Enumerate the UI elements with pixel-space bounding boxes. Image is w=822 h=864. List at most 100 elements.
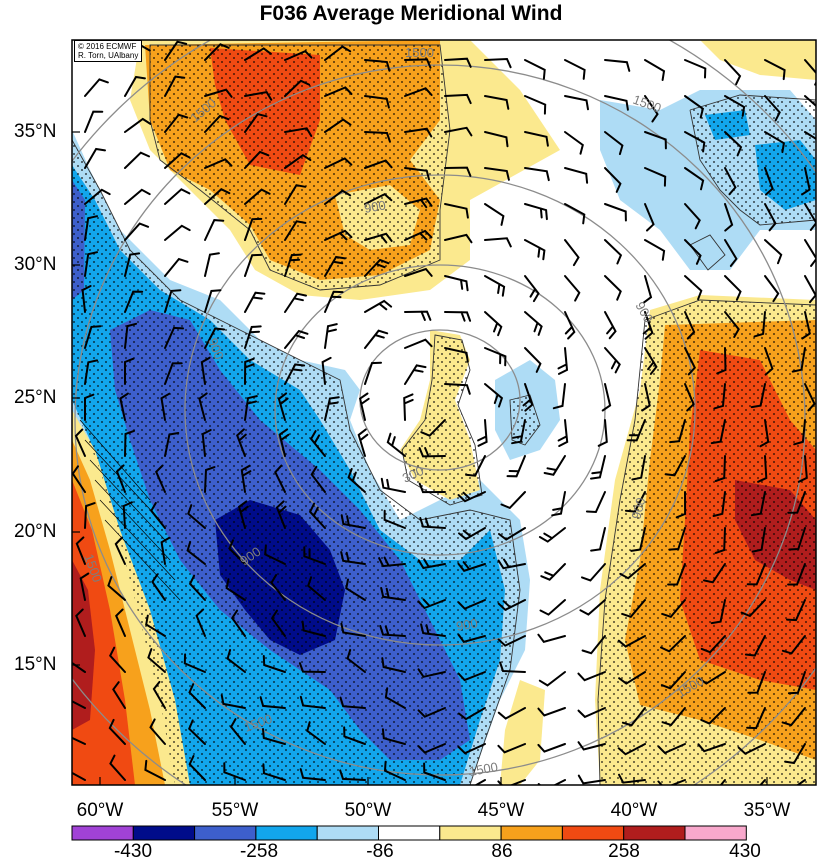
wind-barb [684,59,707,79]
wind-barb [457,561,486,572]
wind-barb [538,527,566,543]
credit-line: R. Torn, UAlbany [78,51,139,60]
wind-barb [151,573,166,601]
wind-barb [657,779,686,785]
wind-barb [796,779,806,785]
credit-box: © 2016 ECMWF R. Torn, UAlbany [74,40,143,62]
wind-barb [164,289,182,313]
wind-barb [303,546,326,565]
wind-barb [383,760,406,781]
wind-barb [750,383,766,409]
wind-barb [457,671,486,682]
wind-barb [299,695,326,709]
wind-barb [564,59,586,80]
wind-barb [324,229,353,241]
colorbar-swatch [316,825,380,841]
lon-label: 50°W [344,800,392,821]
wind-barb [604,131,624,156]
wind-barb [364,159,393,169]
wind-barb [264,544,286,565]
lat-label: 15°N [14,654,57,675]
wind-barb [714,527,726,554]
wind-barb [160,536,171,565]
wind-barb [804,131,816,141]
wind-barb [444,126,473,137]
wind-barb [484,311,503,337]
wind-barb [444,203,469,219]
wind-barb [404,338,433,349]
wind-barb [237,500,249,529]
wind-barb [484,237,512,248]
wind-barb [764,95,781,122]
lon-label: 55°W [211,800,259,821]
lat-label: 30°N [14,254,57,275]
wind-barb [278,428,290,457]
wind-barb [724,131,743,157]
wind-barb [324,290,344,313]
wind-barb [188,574,206,601]
colorbar-swatch [561,825,625,841]
wind-barb [581,635,606,655]
wind-barb [284,127,313,137]
wind-barb [522,383,534,412]
wind-barb [115,608,126,637]
wind-barb [244,112,268,133]
wind-barb [644,203,655,232]
wind-barb [764,239,783,265]
wind-barb [724,311,740,338]
wind-barb [641,383,651,412]
wind-barb [551,491,566,517]
wind-barb [684,383,695,412]
wind-barb [626,419,646,442]
wind-barb [164,75,186,97]
wind-barb [244,253,263,277]
wind-barb [188,719,206,745]
wind-barb [661,707,686,727]
colorbar-swatch [378,825,441,841]
wind-barb [564,275,581,302]
wind-barb [225,578,246,601]
wind-barb [228,539,246,565]
wind-barb [244,150,270,169]
wind-barb [564,239,580,267]
wind-barb [444,347,469,363]
wind-barb [404,267,433,277]
wind-barb [364,361,382,385]
wind-barb [109,754,126,781]
wind-barb [597,419,608,447]
wind-barb [347,468,366,493]
map-frame [71,39,817,786]
wind-barb [404,197,433,209]
wind-barb [404,310,432,321]
wind-barb [244,291,266,313]
wind-barb [84,393,95,421]
wind-barb [784,743,806,765]
wind-barb [187,504,206,529]
wind-barb [417,743,446,754]
wind-barb [684,275,703,301]
wind-barb [604,239,623,265]
wind-barb [223,762,246,781]
wind-barb [75,608,86,637]
wind-barb [537,633,566,644]
wind-barb [107,576,126,601]
wind-barb [244,357,255,385]
wind-barb [124,322,138,349]
wind-barb [417,558,446,570]
wind-barb [497,707,526,720]
wind-barb [724,95,746,117]
wind-barb [417,668,446,678]
wind-barb [147,648,166,673]
wind-barb [384,687,406,709]
wind-barb [226,649,246,673]
stipple-east [598,300,816,785]
wind-barb [524,131,549,147]
wind-barb [751,527,766,553]
wind-barb [84,110,104,133]
wind-barb [186,540,206,565]
wind-barb [477,419,488,447]
wind-barb [244,325,262,349]
wind-barb [79,572,90,601]
wind-barb [124,252,141,277]
wind-barb [346,648,366,673]
